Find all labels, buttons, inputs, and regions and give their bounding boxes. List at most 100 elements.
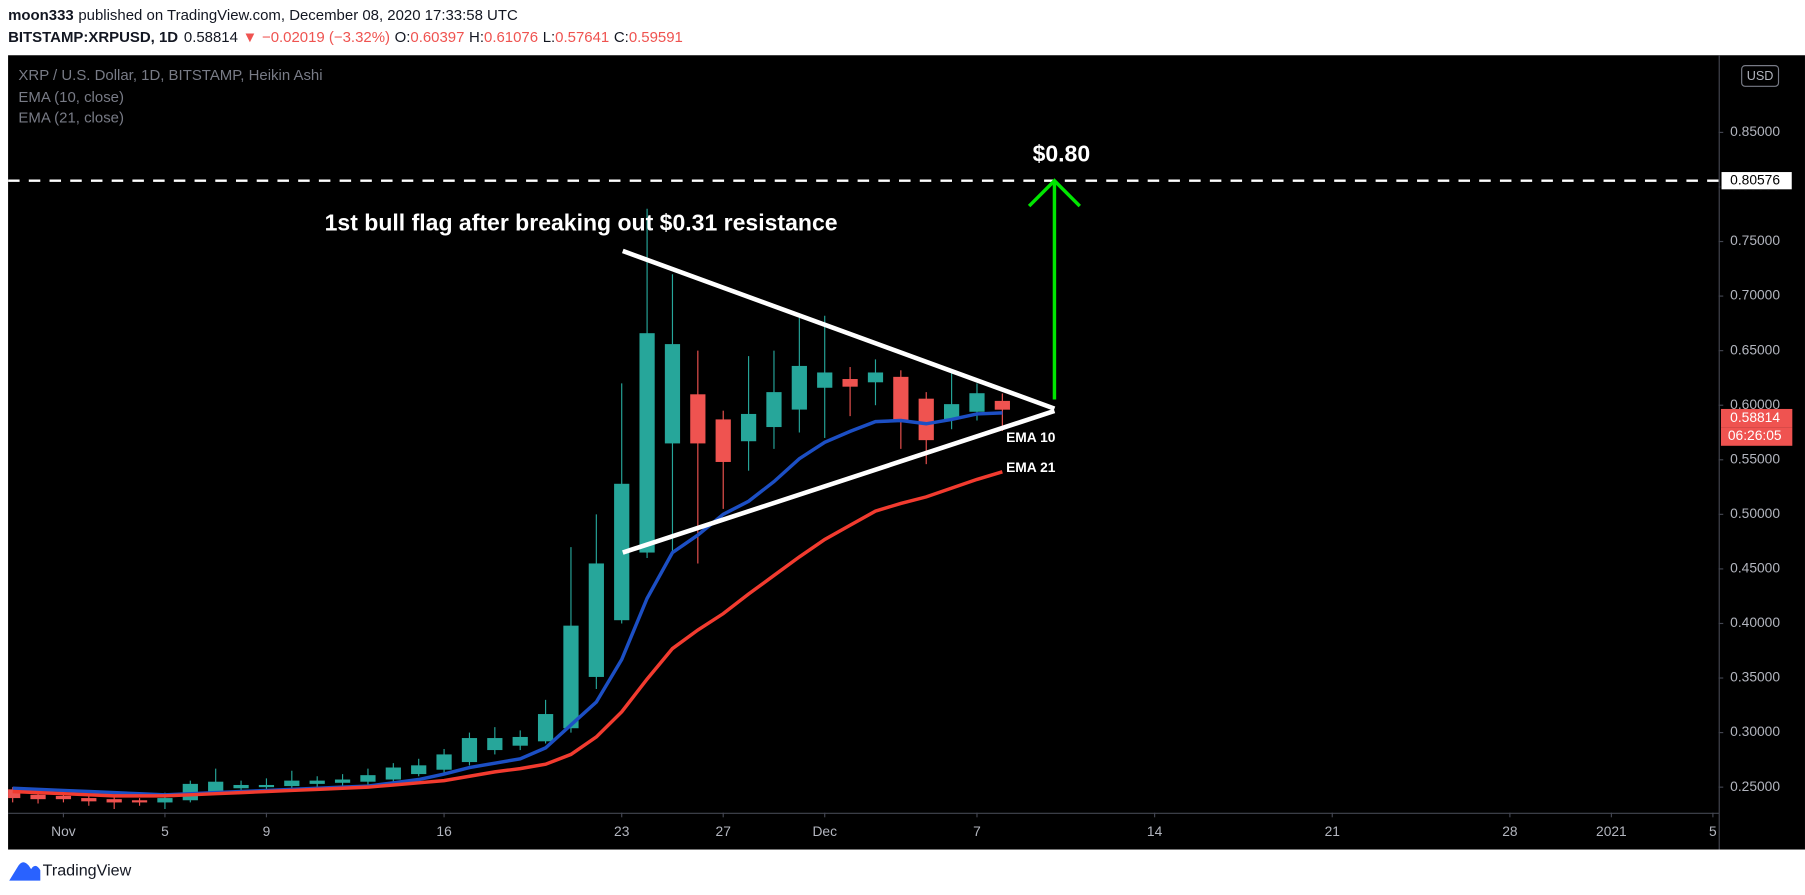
user: moon333: [8, 7, 74, 24]
candle-body: [131, 800, 148, 803]
ema-label: EMA 21: [1006, 459, 1056, 475]
bull-flag-note: 1st bull flag after breaking out $0.31 r…: [325, 210, 838, 236]
candle-body: [614, 483, 630, 621]
x-tick-label: Dec: [812, 823, 837, 839]
y-tick-label: 0.40000: [1730, 614, 1780, 630]
candle-body: [360, 775, 376, 782]
y-tick-label: 0.85000: [1730, 123, 1780, 139]
candle-body: [512, 736, 528, 746]
candle-body: [284, 780, 300, 787]
y-tick-label: 0.55000: [1730, 450, 1780, 466]
target-tag-label: 0.80576: [1730, 171, 1780, 187]
ohlc-label: O:: [395, 29, 411, 46]
triangle-lower: [622, 408, 1056, 555]
candle-body: [639, 333, 655, 553]
candle-body: [81, 798, 97, 802]
candle-body: [208, 781, 224, 793]
y-tick-label: 0.60000: [1730, 396, 1780, 412]
ohlc-value: 0.60397: [410, 29, 464, 46]
x-tick-label: 27: [716, 823, 731, 839]
ohlc-value: 0.57641: [555, 29, 609, 46]
publish-line: moon333 published on TradingView.com, Dec…: [8, 7, 518, 24]
currency: USD: [1747, 69, 1774, 83]
currency-badge[interactable]: [1741, 65, 1780, 87]
y-tick-label: 0.70000: [1730, 287, 1780, 303]
target-label: $0.80: [1033, 140, 1091, 166]
candle-body: [715, 419, 731, 462]
candle-body: [411, 765, 427, 775]
ohlc-label: C:: [614, 29, 629, 46]
y-tick-label: 0.50000: [1730, 505, 1780, 521]
y-tick-label: 0.25000: [1730, 778, 1780, 794]
footer: TradingView: [9, 862, 132, 881]
triangle-upper: [621, 248, 1056, 411]
ema-label: EMA 10: [1006, 429, 1056, 445]
x-tick-label: Nov: [51, 823, 76, 839]
candle-body: [918, 398, 934, 441]
x-tick-label: 23: [614, 823, 630, 839]
last: 0.58814: [184, 29, 238, 46]
candle-body: [106, 799, 122, 803]
symbol: BITSTAMP:XRPUSD, 1D: [8, 29, 178, 46]
x-tick-label: 5: [1709, 823, 1717, 839]
candle-body: [994, 400, 1010, 410]
candle-body: [943, 404, 960, 420]
candle-body: [969, 393, 985, 412]
candle-body: [436, 754, 452, 770]
candle-body: [334, 779, 351, 783]
candle-body: [842, 379, 858, 387]
x-tick-label: 9: [263, 823, 271, 839]
y-tick-label: 0.30000: [1730, 723, 1780, 739]
arrow-head: [1027, 178, 1081, 208]
plot: [8, 179, 1719, 809]
candle-body: [487, 738, 503, 751]
x-tick-label: 16: [436, 823, 452, 839]
x-tick-label: 21: [1325, 823, 1340, 839]
candle-body: [30, 794, 46, 800]
candle-body: [791, 365, 807, 410]
candle-body: [664, 344, 681, 444]
chart-panel: [8, 55, 1805, 850]
ohlc-label: H:: [469, 29, 484, 46]
change: −0.02019 (−3.32%): [262, 29, 390, 46]
drawings: $0.80 1st bull flag after breaking out $…: [18, 65, 1780, 555]
candle-body: [690, 394, 706, 444]
brand: TradingView: [43, 862, 132, 880]
x-tick-label: 14: [1147, 823, 1163, 839]
candle-body: [8, 789, 21, 799]
logo: [9, 862, 41, 881]
candle-body: [766, 392, 782, 428]
target-tag: [1720, 170, 1793, 191]
legend-title: XRP / U.S. Dollar, 1D, BITSTAMP, Heikin …: [18, 67, 322, 84]
x-tick-label: 28: [1502, 823, 1518, 839]
candle-body: [817, 372, 833, 388]
arrow: ▼: [243, 29, 258, 46]
header: moon333 published on TradingView.com, Dec…: [8, 7, 683, 46]
countdown: 06:26:05: [1728, 427, 1782, 443]
candle-body: [537, 714, 554, 742]
y-tick-label: 0.45000: [1730, 560, 1780, 576]
candle-body: [740, 413, 757, 442]
candle-body: [563, 625, 579, 729]
candle-body: [588, 563, 604, 677]
candle-body: [893, 376, 909, 422]
ohlc-value: 0.59591: [629, 29, 683, 46]
candle-body: [867, 372, 884, 383]
published: published on TradingView.com, December 0…: [78, 7, 518, 24]
candle-body: [233, 784, 249, 789]
legend-entry: EMA (10, close): [18, 89, 124, 106]
symbol-line: BITSTAMP:XRPUSD, 1D 0.58814 ▼ −0.02019 (−3.…: [8, 29, 683, 46]
last-price-tag: [1720, 408, 1793, 428]
countdown-tag: [1720, 427, 1793, 446]
x-tick-label: 7: [973, 823, 981, 839]
candle-body: [309, 780, 325, 784]
candle-body: [461, 738, 478, 763]
last-price-label: 0.58814: [1730, 409, 1780, 425]
candle-body: [55, 795, 72, 800]
candle-body: [385, 767, 401, 780]
x-tick-label: 5: [161, 823, 169, 839]
y-tick-label: 0.75000: [1730, 232, 1780, 248]
legend-entry: EMA (21, close): [18, 110, 124, 127]
y-tick-label: 0.65000: [1730, 341, 1780, 357]
